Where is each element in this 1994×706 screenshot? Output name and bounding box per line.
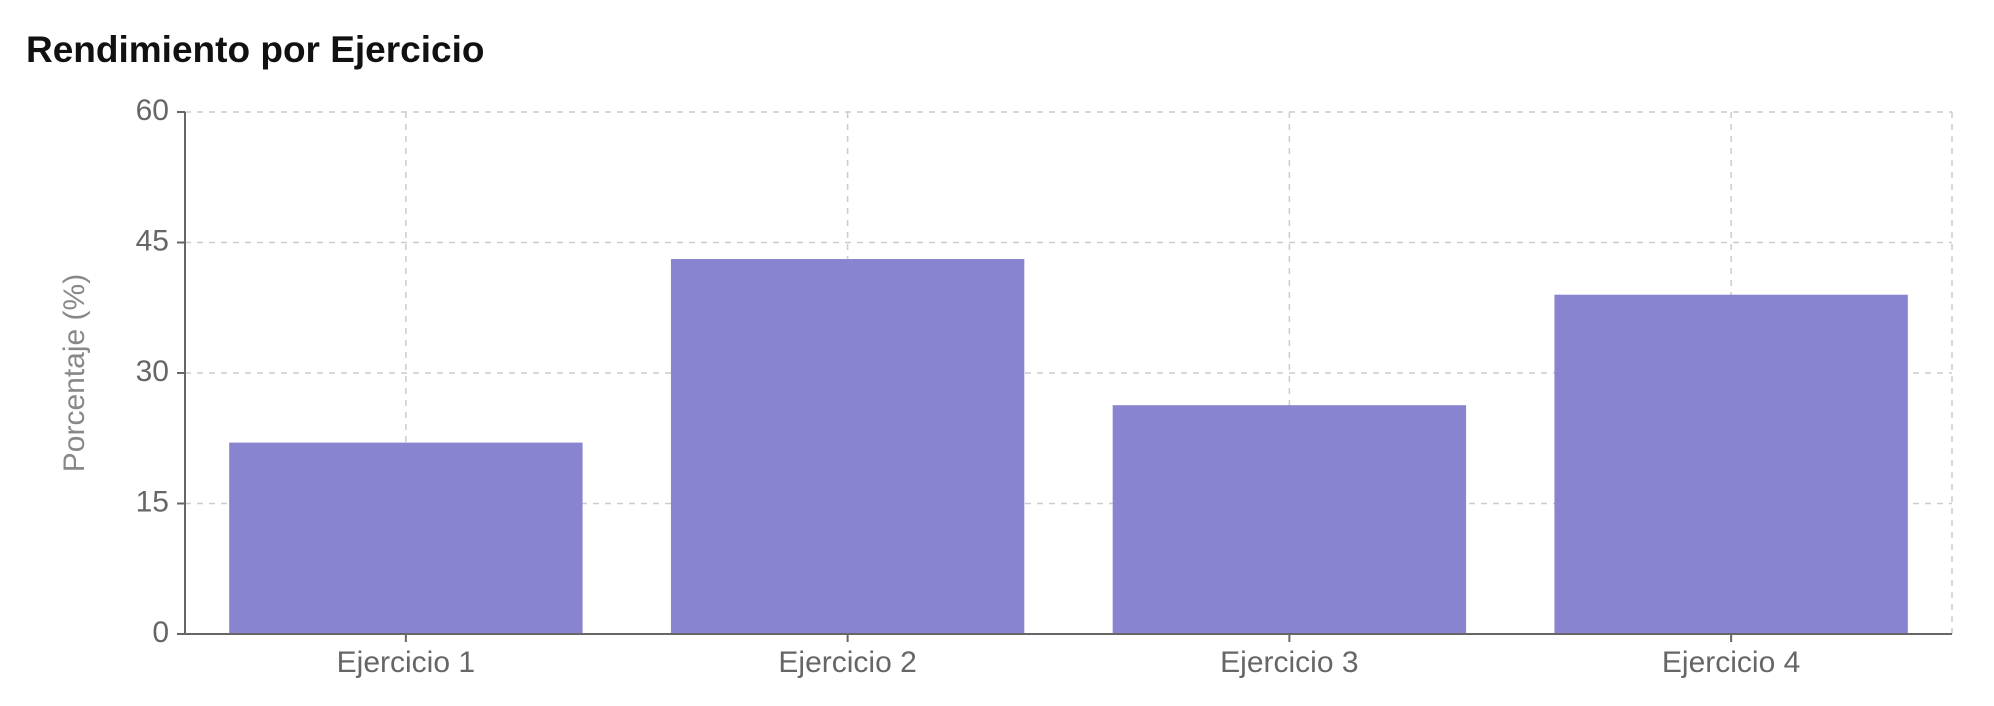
bar (670, 259, 1025, 634)
chart-title: Rendimiento por Ejercicio (26, 29, 484, 70)
y-tick-label: 15 (136, 485, 169, 518)
x-tick-label: Ejercicio 2 (778, 646, 916, 679)
y-tick-label: 0 (152, 616, 169, 649)
y-axis-label: Porcentaje (%) (58, 274, 91, 472)
bar (1554, 294, 1908, 634)
bar (1112, 405, 1467, 634)
x-tick-label: Ejercicio 4 (1662, 646, 1800, 679)
x-tick-label: Ejercicio 1 (337, 646, 475, 679)
y-tick-label: 60 (136, 94, 169, 127)
y-tick-label: 30 (136, 355, 169, 388)
y-tick-label: 45 (136, 224, 169, 257)
x-tick-label: Ejercicio 3 (1220, 646, 1358, 679)
bar (229, 442, 583, 634)
